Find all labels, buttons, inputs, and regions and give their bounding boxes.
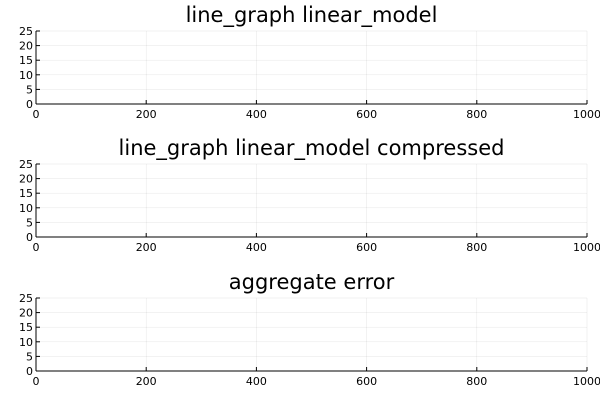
x-tick-label: 200 xyxy=(136,375,157,388)
x-tick-label: 600 xyxy=(356,375,377,388)
x-tick-label: 800 xyxy=(466,375,487,388)
y-tick-label: 10 xyxy=(19,336,33,349)
y-tick-label: 15 xyxy=(19,54,33,67)
y-tick-label: 20 xyxy=(19,40,33,53)
y-tick-label: 15 xyxy=(19,321,33,334)
y-tick-label: 15 xyxy=(19,187,33,200)
x-tick-label: 1000 xyxy=(573,108,600,121)
y-tick-label: 10 xyxy=(19,69,33,82)
x-tick-label: 0 xyxy=(33,241,40,254)
y-tick-label: 5 xyxy=(26,216,33,229)
x-tick-label: 800 xyxy=(466,241,487,254)
chart-title: aggregate error xyxy=(229,270,395,294)
y-tick-label: 10 xyxy=(19,202,33,215)
y-tick-label: 5 xyxy=(26,83,33,96)
x-tick-label: 400 xyxy=(246,241,267,254)
y-tick-label: 0 xyxy=(26,231,33,244)
x-tick-label: 1000 xyxy=(573,241,600,254)
chart-title: line_graph linear_model compressed xyxy=(119,136,505,161)
x-tick-label: 1000 xyxy=(573,375,600,388)
y-tick-label: 25 xyxy=(19,25,33,38)
x-tick-label: 600 xyxy=(356,108,377,121)
y-tick-label: 25 xyxy=(19,292,33,305)
x-tick-label: 0 xyxy=(33,108,40,121)
x-tick-label: 400 xyxy=(246,108,267,121)
x-tick-label: 200 xyxy=(136,108,157,121)
y-tick-label: 25 xyxy=(19,158,33,171)
y-tick-label: 20 xyxy=(19,307,33,320)
y-tick-label: 0 xyxy=(26,365,33,378)
x-tick-label: 0 xyxy=(33,375,40,388)
y-tick-label: 0 xyxy=(26,98,33,111)
chart-title: line_graph linear_model xyxy=(186,3,438,28)
y-tick-label: 5 xyxy=(26,350,33,363)
x-tick-label: 400 xyxy=(246,375,267,388)
x-tick-label: 800 xyxy=(466,108,487,121)
x-tick-label: 600 xyxy=(356,241,377,254)
y-tick-label: 20 xyxy=(19,173,33,186)
x-tick-label: 200 xyxy=(136,241,157,254)
